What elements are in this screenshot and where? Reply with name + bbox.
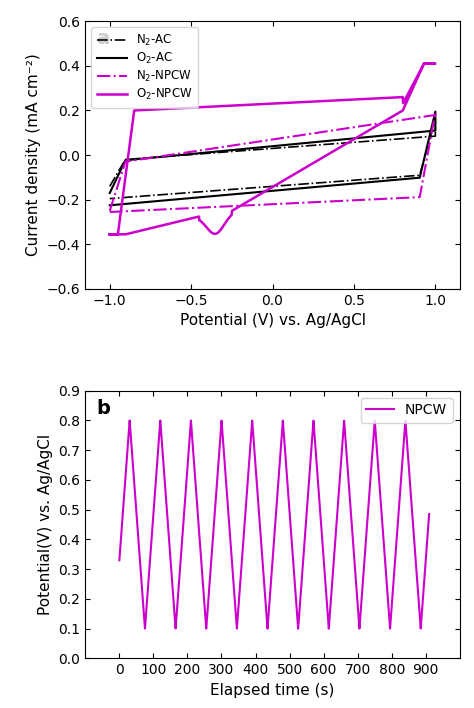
N₂-AC bbox=[107, 195, 113, 203]
N₂-NPCW bbox=[310, 198, 316, 207]
N₂-NPCW bbox=[107, 207, 113, 215]
N₂-AC bbox=[173, 152, 179, 160]
Line: N₂-NPCW: N₂-NPCW bbox=[110, 113, 435, 212]
O₂-AC bbox=[371, 132, 376, 141]
O₂-NPCW bbox=[148, 224, 154, 232]
N₂-AC bbox=[371, 137, 376, 145]
O₂-NPCW bbox=[425, 59, 430, 68]
N₂-AC bbox=[238, 185, 244, 193]
NPCW bbox=[268, 579, 273, 588]
N₂-AC bbox=[432, 114, 438, 122]
O₂-NPCW bbox=[421, 59, 427, 68]
O₂-NPCW bbox=[223, 102, 229, 110]
N₂-NPCW bbox=[107, 207, 113, 216]
O₂-NPCW bbox=[309, 159, 315, 168]
N₂-AC bbox=[250, 183, 255, 192]
O₂-NPCW bbox=[119, 199, 125, 207]
NPCW bbox=[295, 624, 301, 633]
NPCW bbox=[117, 556, 122, 564]
N₂-AC bbox=[107, 182, 113, 190]
NPCW bbox=[129, 451, 135, 459]
Text: b: b bbox=[97, 399, 110, 418]
N₂-AC bbox=[310, 179, 316, 188]
N₂-NPCW bbox=[432, 108, 438, 117]
Y-axis label: Potential(V) vs. Ag/AgCl: Potential(V) vs. Ag/AgCl bbox=[38, 434, 53, 615]
O₂-AC bbox=[310, 183, 316, 191]
N₂-NPCW bbox=[394, 117, 400, 125]
N₂-NPCW bbox=[238, 202, 244, 210]
O₂-AC bbox=[250, 188, 255, 197]
O₂-AC bbox=[173, 152, 179, 160]
Line: O₂-AC: O₂-AC bbox=[110, 112, 435, 205]
Line: NPCW: NPCW bbox=[119, 421, 429, 629]
O₂-NPCW bbox=[401, 96, 407, 105]
Y-axis label: Current density (mA cm⁻²): Current density (mA cm⁻²) bbox=[26, 54, 41, 256]
Legend: N$_2$-AC, O$_2$-AC, N$_2$-NPCW, O$_2$-NPCW: N$_2$-AC, O$_2$-AC, N$_2$-NPCW, O$_2$-NP… bbox=[91, 27, 199, 108]
NPCW bbox=[426, 510, 432, 518]
NPCW bbox=[127, 416, 133, 425]
O₂-AC bbox=[394, 130, 400, 139]
N₂-AC bbox=[394, 135, 400, 143]
O₂-NPCW bbox=[107, 230, 113, 239]
O₂-AC bbox=[107, 189, 113, 198]
N₂-NPCW bbox=[371, 120, 376, 129]
N₂-NPCW bbox=[250, 201, 255, 210]
Legend: NPCW: NPCW bbox=[361, 398, 453, 423]
NPCW bbox=[410, 517, 416, 525]
O₂-AC bbox=[432, 108, 438, 116]
NPCW bbox=[135, 529, 141, 537]
O₂-AC bbox=[238, 189, 244, 198]
Line: N₂-AC: N₂-AC bbox=[110, 118, 435, 199]
NPCW bbox=[177, 563, 183, 571]
Text: a: a bbox=[97, 29, 109, 48]
X-axis label: Elapsed time (s): Elapsed time (s) bbox=[210, 683, 335, 698]
O₂-AC bbox=[107, 201, 113, 210]
Line: O₂-NPCW: O₂-NPCW bbox=[110, 64, 435, 234]
N₂-NPCW bbox=[173, 150, 179, 159]
NPCW bbox=[118, 537, 124, 546]
O₂-NPCW bbox=[107, 230, 113, 239]
X-axis label: Potential (V) vs. Ag/AgCl: Potential (V) vs. Ag/AgCl bbox=[180, 314, 365, 329]
